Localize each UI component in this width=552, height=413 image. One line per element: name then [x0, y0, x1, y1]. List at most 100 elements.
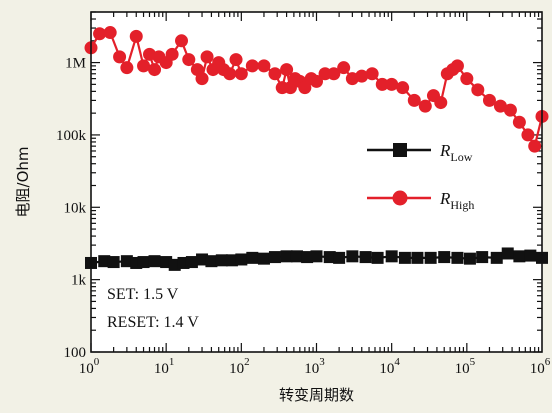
x-tick-label: 103 — [304, 356, 325, 377]
plot-frame — [90, 11, 543, 353]
data-point — [246, 251, 259, 264]
x-tick-label: 101 — [154, 356, 175, 377]
data-point — [175, 34, 189, 48]
data-point — [355, 69, 369, 83]
x-tick-label-exponent: 4 — [394, 356, 400, 368]
data-point — [476, 251, 489, 264]
x-tick-label-base: 10 — [379, 361, 394, 377]
data-point — [407, 93, 421, 107]
y-tick-label: 1M — [65, 56, 86, 72]
series-r-low — [85, 247, 548, 271]
legend: RLow RHigh — [367, 141, 474, 212]
data-point — [411, 251, 424, 264]
data-point — [333, 251, 346, 264]
x-tick-label-base: 10 — [530, 361, 545, 377]
y-tick-label: 100k — [56, 128, 87, 144]
x-tick-label-exponent: 6 — [545, 356, 551, 368]
data-point — [268, 251, 281, 264]
legend-label: RLow — [439, 141, 473, 164]
data-point — [438, 251, 451, 264]
data-point — [503, 103, 517, 117]
data-point — [346, 250, 359, 263]
data-point — [234, 67, 248, 81]
data-point — [512, 115, 526, 129]
data-point — [196, 253, 209, 266]
data-point — [301, 251, 314, 264]
data-point — [148, 63, 162, 77]
data-point — [471, 83, 485, 97]
x-axis-title: 转变周期数 — [279, 386, 354, 404]
data-point — [493, 99, 507, 113]
data-point — [460, 72, 474, 86]
data-point — [310, 74, 323, 88]
data-point — [120, 61, 134, 75]
data-point — [129, 29, 143, 43]
x-tick-label-base: 10 — [455, 361, 470, 377]
data-point — [310, 250, 323, 263]
data-point — [120, 255, 133, 268]
data-point — [501, 247, 514, 260]
legend-marker — [392, 190, 408, 206]
x-tick-label: 102 — [229, 356, 250, 377]
data-point — [185, 256, 198, 269]
x-tick-label-exponent: 1 — [169, 356, 175, 368]
data-point — [524, 249, 537, 262]
x-tick-label-exponent: 5 — [470, 356, 476, 368]
data-point — [195, 72, 209, 86]
data-point — [223, 67, 237, 81]
data-point — [513, 250, 526, 263]
data-point — [103, 26, 117, 40]
data-point — [521, 128, 535, 142]
legend-label-subscript: High — [450, 198, 474, 212]
data-point — [298, 81, 312, 95]
legend-label: RHigh — [439, 189, 474, 212]
data-point — [268, 67, 282, 81]
data-point — [137, 256, 150, 269]
data-point — [371, 251, 384, 264]
data-point — [359, 251, 372, 264]
y-tick-label: 100 — [64, 345, 87, 361]
data-point — [182, 53, 196, 67]
data-point — [490, 251, 503, 264]
x-tick-label-exponent: 2 — [244, 356, 250, 368]
data-point — [434, 96, 448, 110]
data-point — [450, 59, 464, 73]
y-axis-title: 电阻/Ohm — [14, 147, 32, 218]
x-tick-label: 106 — [530, 356, 551, 377]
data-point — [398, 251, 411, 264]
data-point — [290, 250, 303, 263]
annotation-set-voltage: SET: 1.5 V — [107, 286, 179, 303]
data-point — [337, 61, 351, 75]
data-point — [396, 81, 410, 95]
data-point — [229, 53, 243, 67]
x-tick-label: 105 — [455, 356, 476, 377]
legend-item-high: RHigh — [367, 189, 474, 212]
data-point — [424, 251, 437, 264]
data-point — [215, 254, 228, 267]
data-point — [225, 254, 238, 267]
data-point — [113, 50, 127, 64]
data-point — [323, 251, 336, 264]
x-tick-label-exponent: 3 — [319, 356, 325, 368]
legend-item-low: RLow — [367, 141, 473, 164]
data-point — [463, 252, 476, 265]
data-point — [137, 59, 151, 73]
x-tick-label-base: 10 — [229, 361, 244, 377]
data-point — [235, 253, 248, 266]
data-point — [365, 67, 379, 81]
series-r-high — [84, 26, 549, 153]
y-tick-label: 10k — [64, 200, 87, 216]
data-point — [257, 252, 270, 265]
legend-marker — [393, 143, 407, 157]
data-point — [451, 251, 464, 264]
data-point — [200, 50, 214, 64]
legend-label-subscript: Low — [450, 150, 472, 164]
x-tick-label-base: 10 — [154, 361, 169, 377]
data-point — [98, 255, 111, 268]
x-tick-label-base: 10 — [304, 361, 319, 377]
data-point — [418, 99, 432, 113]
data-point — [280, 250, 293, 263]
y-tick-label: 1k — [71, 273, 87, 289]
